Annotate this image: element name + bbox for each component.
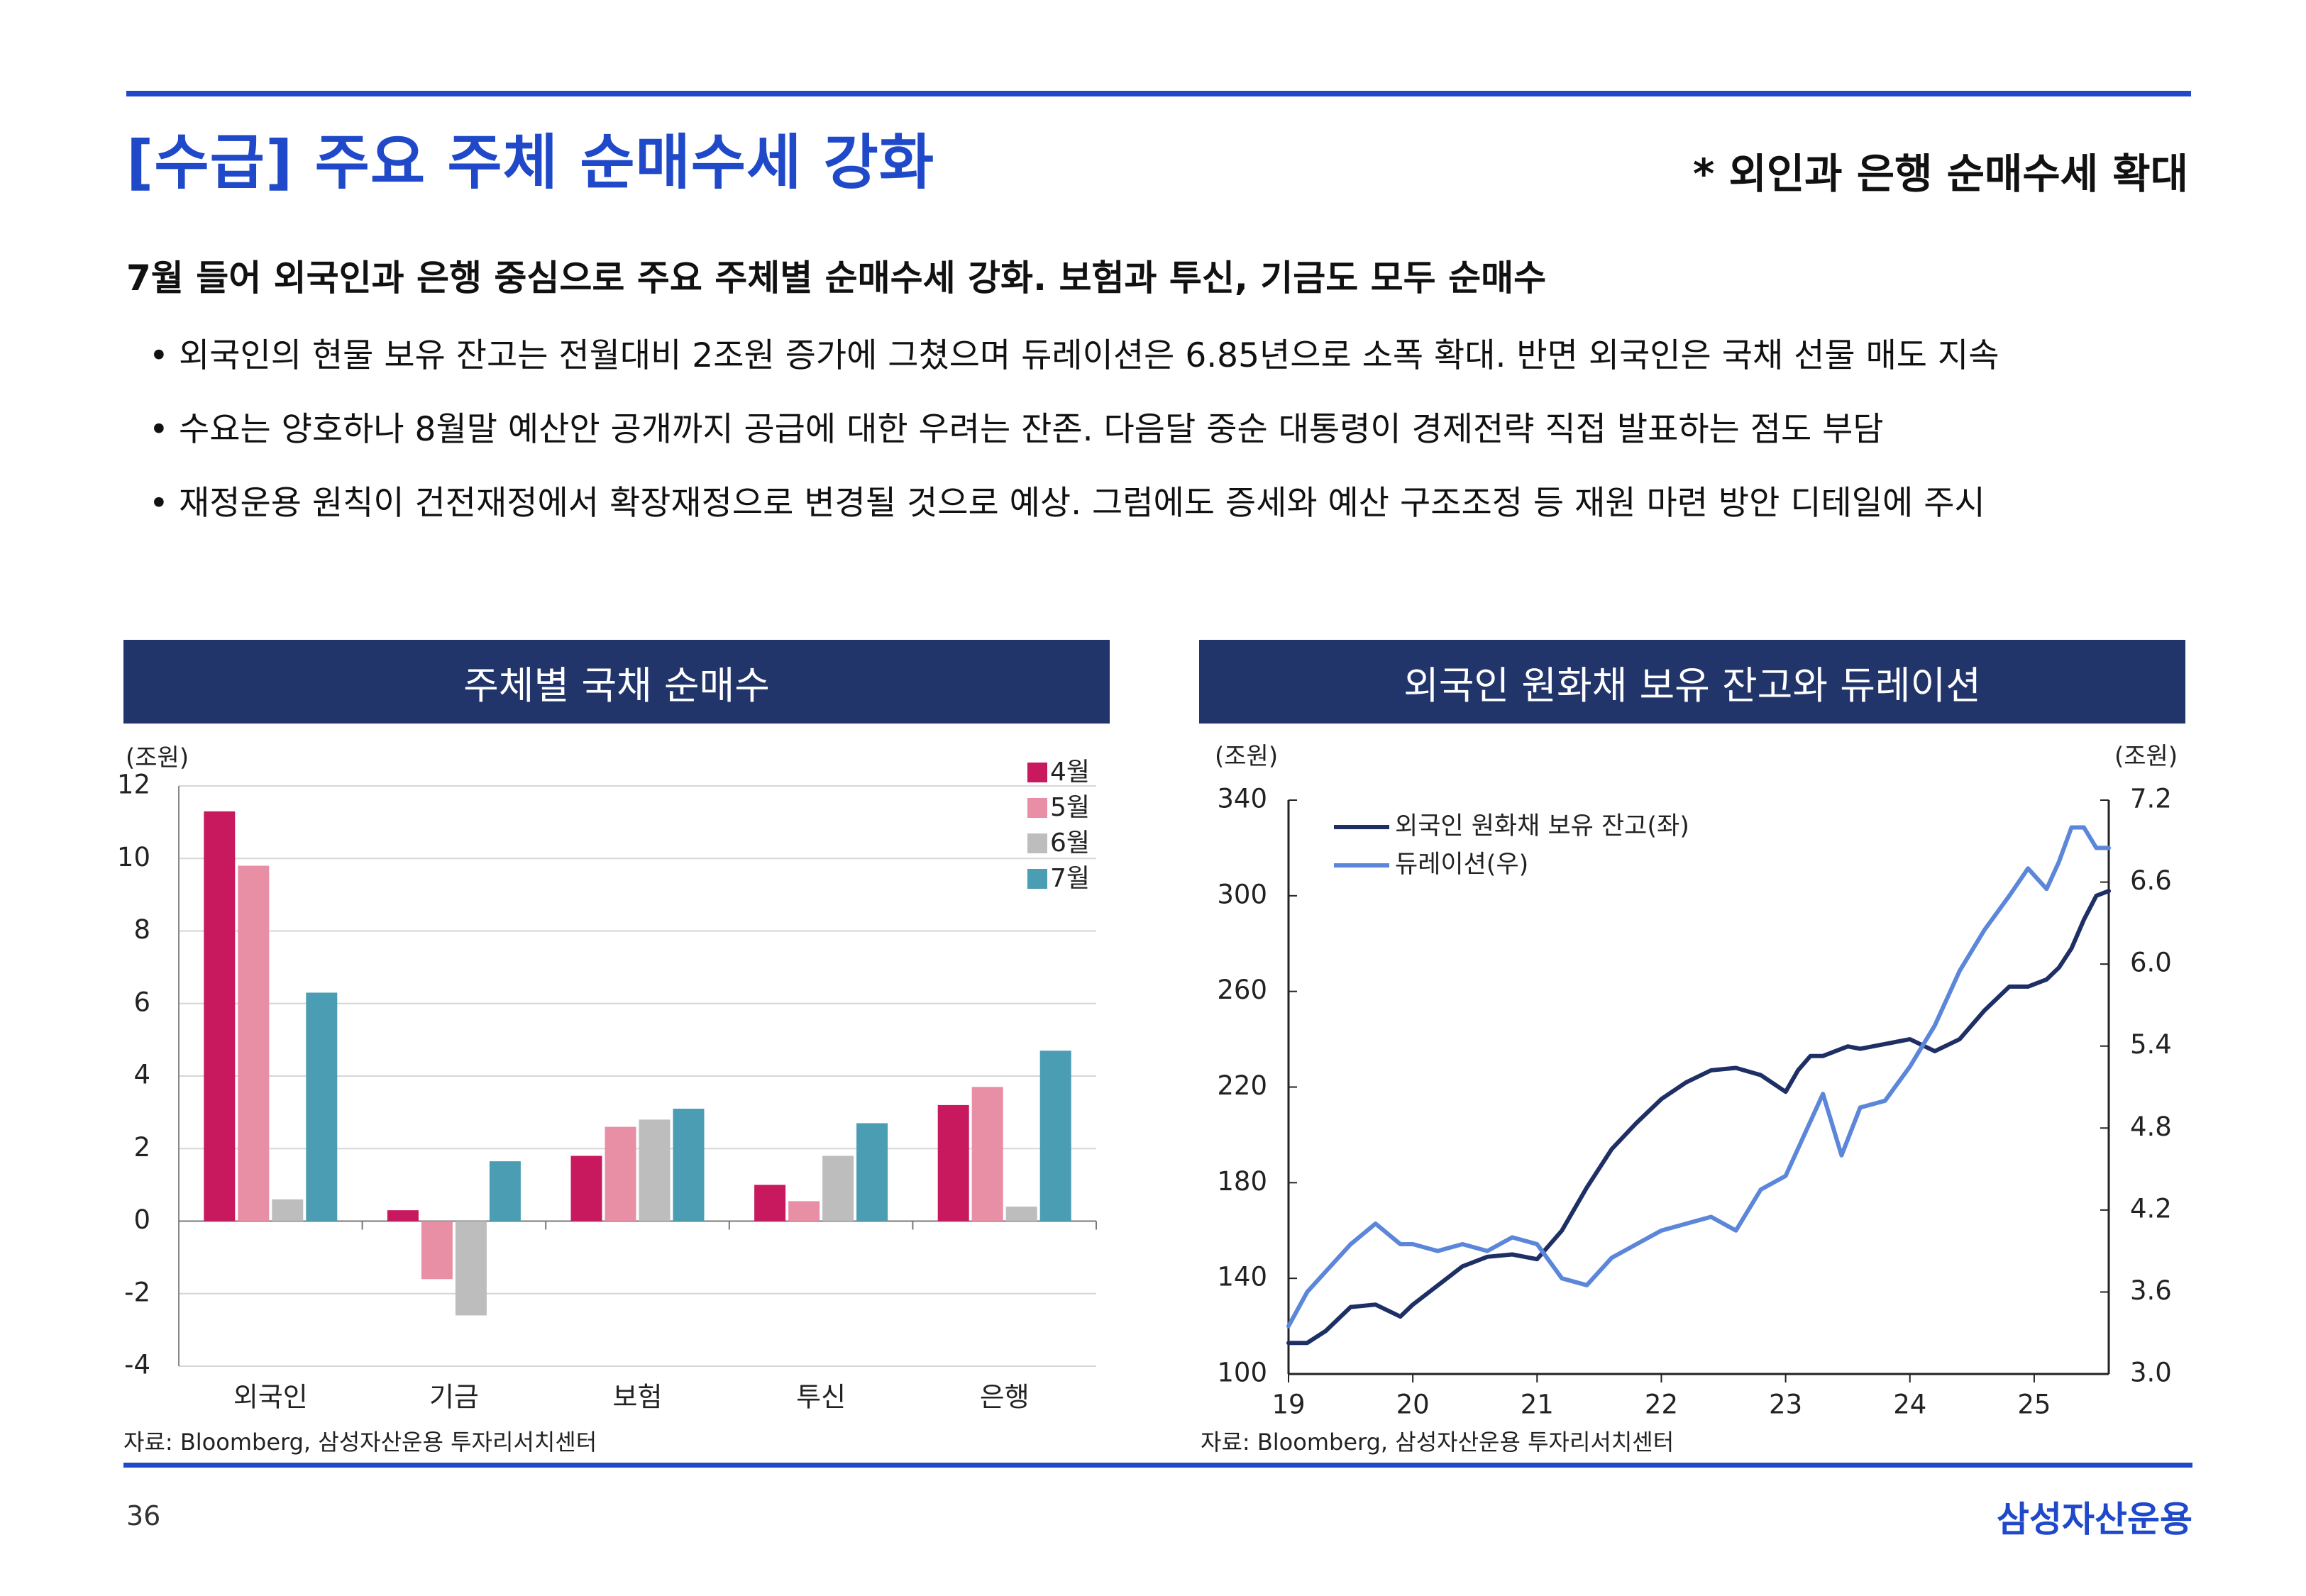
bar-y-tick-label: 10: [117, 842, 150, 872]
line-x-tick-label: 23: [1769, 1390, 1802, 1420]
bar-y-tick-label: 12: [117, 770, 150, 800]
bullet-item: • 재정운용 원칙이 건전재정에서 확장재정으로 변경될 것으로 예상. 그럼에도…: [149, 475, 1999, 549]
line-right-tick-label: 3.0: [2130, 1358, 2172, 1388]
line-right-tick-label: 7.2: [2130, 784, 2172, 814]
bar-4월: [754, 1185, 786, 1221]
bar-y-tick-label: -2: [124, 1277, 150, 1307]
bullet-text: 재정운용 원칙이 건전재정에서 확장재정으로 변경될 것으로 예상. 그럼에도 …: [179, 484, 1985, 523]
line-right-unit-label: (조원): [2114, 743, 2178, 771]
bottom-rule: [123, 1463, 2192, 1468]
bar-4월: [387, 1210, 419, 1221]
bar-y-tick-label: 4: [133, 1060, 150, 1090]
bar-legend-label: 4월: [1050, 758, 1090, 787]
bar-legend-swatch: [1027, 763, 1047, 782]
page-number: 36: [126, 1500, 161, 1531]
bar-y-tick-label: -4: [124, 1350, 150, 1380]
bullet-mark: •: [149, 484, 169, 523]
bar-6월: [1005, 1207, 1037, 1221]
bar-4월: [937, 1104, 969, 1221]
top-rule: [126, 91, 2191, 96]
line-left-tick-label: 220: [1217, 1070, 1267, 1101]
bar-legend-swatch: [1027, 869, 1047, 889]
bar-legend-label: 7월: [1050, 864, 1090, 893]
line-chart-source: 자료: Bloomberg, 삼성자산운용 투자리서치센터: [1201, 1429, 1675, 1456]
bar-x-category-label: 은행: [980, 1382, 1030, 1413]
bullet-list: • 외국인의 현물 보유 잔고는 전월대비 2조원 증가에 그쳤으며 듀레이션은 …: [149, 328, 1999, 549]
line-left-tick-label: 100: [1217, 1358, 1267, 1388]
bar-x-category-label: 투신: [796, 1382, 846, 1413]
line-right-tick-label: 6.6: [2130, 865, 2172, 896]
line-x-tick-label: 24: [1893, 1390, 1926, 1420]
bar-legend-label: 5월: [1050, 793, 1090, 822]
bar-chart-source: 자료: Bloomberg, 삼성자산운용 투자리서치센터: [123, 1429, 597, 1456]
bullet-text: 수요는 양호하나 8월말 예산안 공개까지 공급에 대한 우려는 잔존. 다음달…: [179, 410, 1884, 449]
line-x-tick-label: 25: [2017, 1390, 2051, 1420]
bar-6월: [639, 1119, 671, 1221]
bar-chart-header: 주체별 국채 순매수: [123, 640, 1110, 724]
line-chart-header: 외국인 원화채 보유 잔고와 듀레이션: [1199, 640, 2185, 724]
line-left-tick-label: 180: [1217, 1166, 1267, 1197]
bar-y-tick-label: 2: [133, 1132, 150, 1163]
holdings-line: [1286, 889, 2111, 1346]
bar-7월: [306, 992, 338, 1221]
bar-5월: [605, 1126, 636, 1221]
bar-6월: [455, 1221, 487, 1316]
line-left-unit-label: (조원): [1215, 743, 1278, 771]
bar-y-tick-label: 6: [133, 987, 150, 1017]
bar-legend-swatch: [1027, 833, 1047, 853]
brand-logo-text: 삼성자산운용: [1997, 1499, 2192, 1540]
bar-x-category-label: 보험: [613, 1382, 663, 1413]
bar-y-tick-label: 0: [133, 1204, 150, 1235]
line-left-tick-label: 140: [1217, 1262, 1267, 1292]
bar-6월: [822, 1156, 854, 1221]
bar-x-category-label: 외국인: [233, 1382, 308, 1413]
bar-y-tick-label: 8: [133, 914, 150, 945]
bar-5월: [971, 1087, 1003, 1221]
line-right-tick-label: 6.0: [2130, 948, 2172, 978]
bar-5월: [421, 1221, 453, 1280]
line-x-tick-label: 20: [1396, 1390, 1430, 1420]
bullet-mark: •: [149, 336, 169, 375]
line-legend-label: 외국인 원화채 보유 잔고(좌): [1395, 812, 1689, 841]
bar-6월: [272, 1199, 304, 1221]
bar-unit-label: (조원): [126, 744, 189, 772]
line-legend-label: 듀레이션(우): [1395, 850, 1528, 879]
bar-7월: [673, 1109, 705, 1221]
bar-7월: [856, 1123, 888, 1221]
bar-legend-swatch: [1027, 798, 1047, 818]
line-right-tick-label: 4.2: [2130, 1193, 2172, 1224]
line-left-tick-label: 260: [1217, 975, 1267, 1005]
bar-7월: [1039, 1051, 1071, 1221]
line-right-tick-label: 4.8: [2130, 1112, 2172, 1142]
duration-line: [1286, 825, 2111, 1329]
bar-legend-label: 6월: [1050, 829, 1090, 858]
line-left-tick-label: 340: [1217, 784, 1267, 814]
bullet-item: • 수요는 양호하나 8월말 예산안 공개까지 공급에 대한 우려는 잔존. 다음…: [149, 401, 1999, 475]
bar-4월: [570, 1156, 602, 1221]
line-left-tick-label: 300: [1217, 879, 1267, 909]
bullet-mark: •: [149, 410, 169, 449]
page-title: [수급] 주요 주체 순매수세 강화: [126, 128, 935, 197]
line-x-tick-label: 19: [1271, 1390, 1305, 1420]
page-subnote: * 외인과 은행 순매수세 확대: [1692, 150, 2188, 198]
bar-7월: [489, 1161, 521, 1221]
bullet-text: 외국인의 현물 보유 잔고는 전월대비 2조원 증가에 그쳤으며 듀레이션은 6…: [179, 336, 1999, 375]
bar-5월: [238, 865, 270, 1221]
bar-4월: [204, 811, 236, 1221]
lead-sentence: 7월 들어 외국인과 은행 중심으로 주요 주체별 순매수세 강화. 보험과 투…: [126, 257, 1547, 299]
line-right-tick-label: 3.6: [2130, 1275, 2172, 1306]
line-right-tick-label: 5.4: [2130, 1029, 2172, 1060]
bar-x-category-label: 기금: [429, 1382, 479, 1413]
line-x-tick-label: 21: [1521, 1390, 1554, 1420]
bar-5월: [788, 1201, 820, 1221]
line-x-tick-label: 22: [1645, 1390, 1678, 1420]
bullet-item: • 외국인의 현물 보유 잔고는 전월대비 2조원 증가에 그쳤으며 듀레이션은 …: [149, 328, 1999, 401]
